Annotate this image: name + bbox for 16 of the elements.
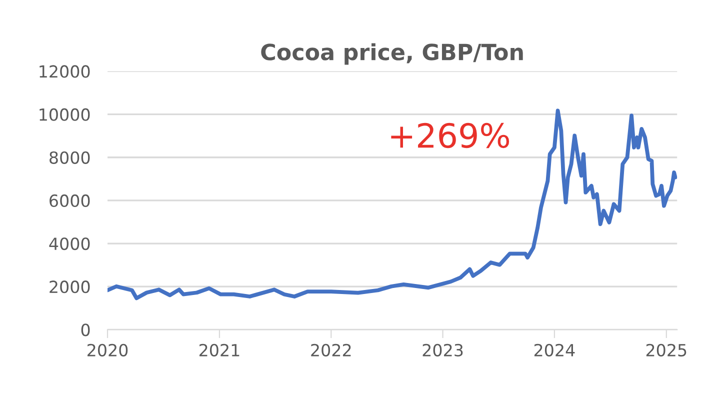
annotation: +269% — [391, 122, 510, 148]
chart-title: Cocoa price, GBP/Ton — [261, 43, 523, 65]
y-tick-label: 12000 — [40, 65, 90, 78]
y-tick-label: 6000 — [50, 194, 90, 208]
line-series — [108, 108, 678, 300]
y-tick-label: 0 — [81, 324, 90, 336]
x-tick-label: 2021 — [199, 344, 240, 356]
y-tick-label: 8000 — [50, 151, 90, 164]
x-tick-label: 2024 — [534, 344, 575, 356]
y-tick-label: 4000 — [49, 237, 90, 250]
x-tick-label: 2020 — [88, 344, 128, 356]
y-tick-label: 10000 — [40, 108, 90, 121]
x-tick-label: 2022 — [311, 344, 351, 356]
y-tick-label: 2000 — [50, 280, 90, 294]
x-tick-label: 2025 — [646, 344, 686, 356]
x-tick-label: 2023 — [422, 344, 463, 356]
